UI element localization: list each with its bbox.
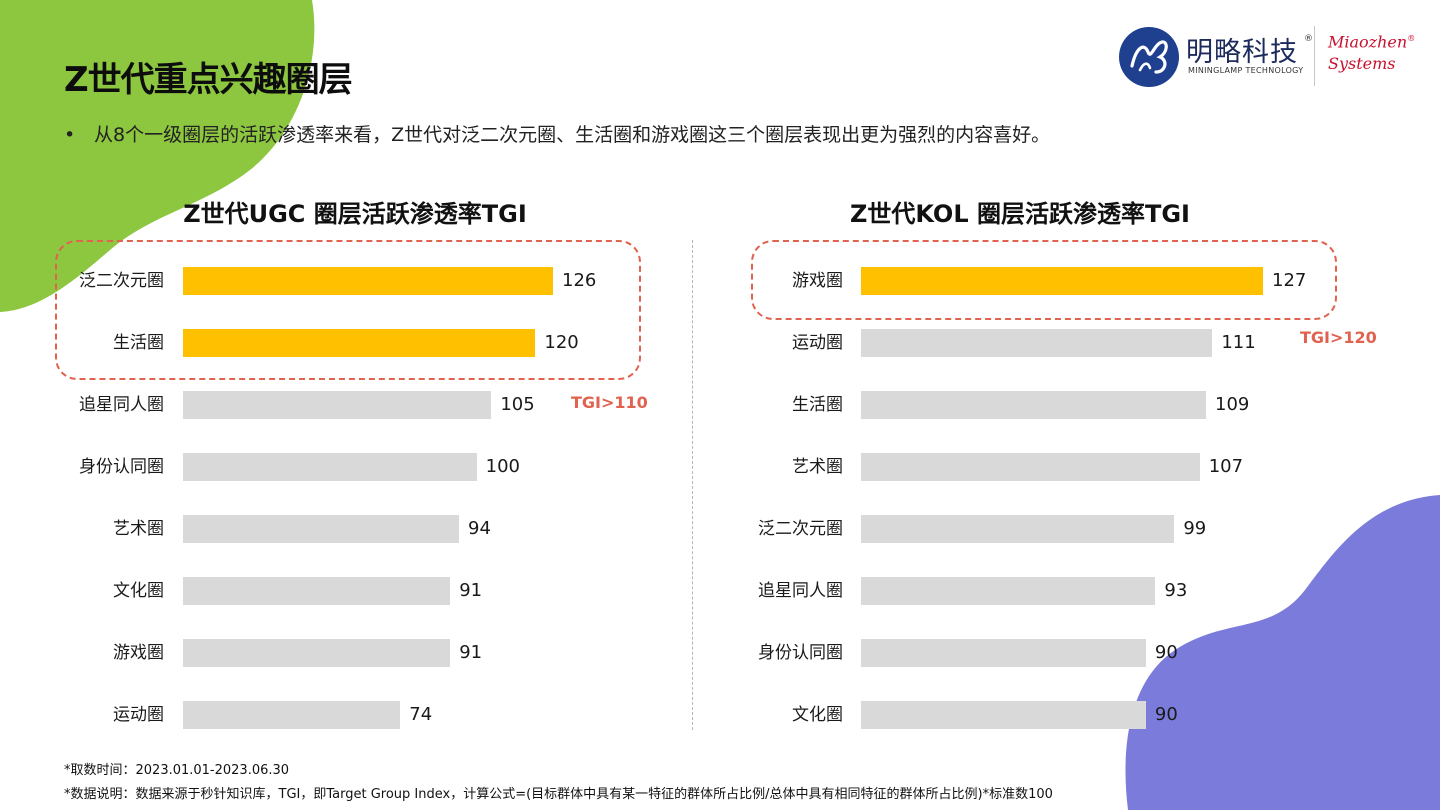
miaozhen-line2: Systems [1328,54,1396,74]
green-blob-decoration [0,0,315,312]
ugc-bar [183,701,401,729]
ugc-bar-row: 追星同人圈 105 [60,391,680,419]
ugc-bar-row: 艺术圈 94 [60,515,680,543]
ugc-value-label: 74 [409,704,433,725]
footnote-date-range: *取数时间：2023.01.01-2023.06.30 [64,763,290,778]
ugc-bar [183,639,451,667]
ugc-bar-row: 泛二次元圈 126 [60,267,680,295]
kol-bar-row: 身份认同圈 90 [738,639,1398,667]
logo-separator [1314,26,1315,86]
ugc-category-label: 游戏圈 [113,643,164,663]
ugc-highlight-box [55,240,641,380]
ugc-category-label: 追星同人圈 [79,395,164,415]
kol-bar-row: 生活圈 109 [738,391,1398,419]
subtitle-text: 从8个一级圈层的活跃渗透率来看，Z世代对泛二次元圈、生活圈和游戏圈这三个圈层表现… [94,124,1051,146]
kol-bar [861,701,1146,729]
kol-threshold-note: TGI>120 [1300,328,1377,347]
miaozhen-registered-mark: ® [1407,34,1416,43]
ugc-bar [183,515,460,543]
chart-divider [692,240,693,730]
page-title: Z世代重点兴趣圈层 [64,60,353,100]
kol-value-label: 109 [1215,394,1250,415]
ugc-threshold-note: TGI>110 [571,393,648,412]
ugc-bar-row: 运动圈 74 [60,701,680,729]
kol-category-label: 文化圈 [792,705,843,725]
ugc-category-label: 运动圈 [113,705,164,725]
ugc-bar [183,577,451,605]
kol-bar [861,639,1146,667]
kol-value-label: 127 [1272,270,1307,291]
ugc-value-label: 120 [544,332,579,353]
kol-value-label: 93 [1164,580,1188,601]
footnote-data-description: *数据说明：数据来源于秒针知识库，TGI，即Target Group Index… [64,787,1053,802]
kol-bar-row: 追星同人圈 93 [738,577,1398,605]
ugc-value-label: 100 [485,456,520,477]
kol-value-label: 111 [1221,332,1256,353]
company-logo: 明略科技 ® MININGLAMP TECHNOLOGY Miaozhen® S… [1116,22,1416,94]
miaozhen-logo: Miaozhen® Systems [1328,28,1415,75]
kol-value-label: 99 [1183,518,1207,539]
ugc-bar [183,391,492,419]
kol-bar [861,391,1207,419]
logo-text-cn: 明略科技 [1186,37,1298,68]
kol-value-label: 107 [1208,456,1244,477]
kol-bar [861,577,1156,605]
ugc-bar-row: 身份认同圈 100 [60,453,680,481]
logo-mark-icon [1119,27,1179,87]
kol-bar [861,515,1175,543]
ugc-bar-row: 文化圈 91 [60,577,680,605]
kol-bar [861,453,1200,481]
ugc-value-label: 91 [459,580,483,601]
kol-chart-title: Z世代KOL 圈层活跃渗透率TGI [850,200,1190,228]
ugc-bar-chart: 泛二次元圈 126 生活圈 120 追星同人圈 105 身份认同圈 100 艺术圈 94 文化圈 91… [60,250,680,740]
logo-text-en: MININGLAMP TECHNOLOGY [1188,66,1304,75]
ugc-bar [183,453,477,481]
kol-category-label: 游戏圈 [792,271,843,291]
kol-category-label: 生活圈 [792,395,843,415]
ugc-bar-row: 游戏圈 91 [60,639,680,667]
ugc-bar-row: 生活圈 120 [60,329,680,357]
ugc-category-label: 生活圈 [113,333,164,353]
ugc-category-label: 文化圈 [113,581,164,601]
kol-bar-chart: 游戏圈 127 运动圈 111 生活圈 109 艺术圈 107 泛二次元圈 99 追星同人圈 93 身份… [738,250,1398,740]
purple-blob-decoration [1125,495,1440,810]
kol-bar-row: 泛二次元圈 99 [738,515,1398,543]
ugc-value-label: 91 [459,642,483,663]
kol-bar-row: 文化圈 90 [738,701,1398,729]
ugc-category-label: 泛二次元圈 [79,271,164,291]
kol-category-label: 追星同人圈 [758,581,843,601]
kol-category-label: 泛二次元圈 [758,519,843,539]
subtitle: • 从8个一级圈层的活跃渗透率来看，Z世代对泛二次元圈、生活圈和游戏圈这三个圈层表… [64,120,1050,147]
kol-category-label: 运动圈 [792,333,843,353]
ugc-value-label: 105 [500,394,535,415]
kol-category-label: 艺术圈 [792,457,843,477]
kol-bar-row: 艺术圈 107 [738,453,1398,481]
ugc-bar [183,329,536,357]
kol-value-label: 90 [1154,642,1178,663]
kol-bar-row: 游戏圈 127 [738,267,1398,295]
miaozhen-line1: Miaozhen [1328,32,1408,52]
logo-registered-mark: ® [1304,34,1313,44]
ugc-chart-title: Z世代UGC 圈层活跃渗透率TGI [183,200,527,228]
ugc-bar [183,267,553,295]
ugc-value-label: 94 [468,518,491,539]
kol-bar [861,329,1213,357]
ugc-category-label: 艺术圈 [113,519,164,539]
kol-highlight-box [751,240,1337,320]
kol-category-label: 身份认同圈 [758,643,843,663]
ugc-category-label: 身份认同圈 [79,457,164,477]
kol-value-label: 90 [1154,704,1178,725]
kol-bar-row: 运动圈 111 [738,329,1398,357]
ugc-value-label: 126 [562,270,597,291]
kol-bar [861,267,1263,295]
bullet-point: • [64,124,76,146]
